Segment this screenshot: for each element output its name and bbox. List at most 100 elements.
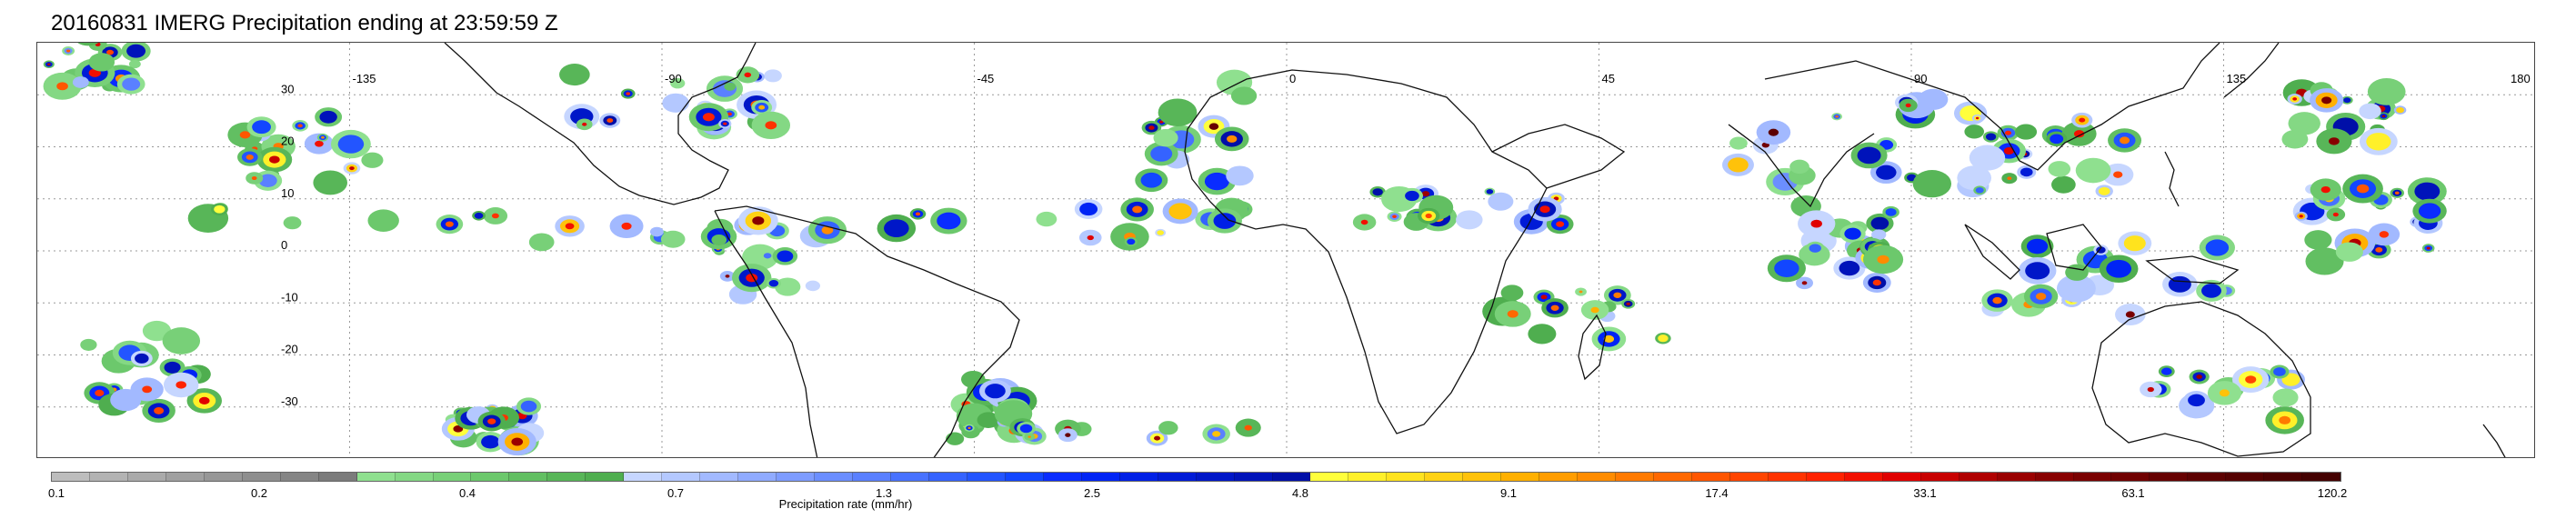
- precip-blob: [725, 274, 730, 278]
- colorbar-tick-label: 0.1: [47, 486, 65, 500]
- precip-blob: [367, 209, 399, 232]
- lat-label: -30: [281, 394, 298, 408]
- colorbar-segment: [2264, 473, 2303, 481]
- precip-blob: [2426, 246, 2431, 250]
- colorbar-segment: [738, 473, 777, 481]
- precip-blob: [2007, 176, 2012, 180]
- precip-blob: [1774, 259, 1799, 278]
- colorbar-segment: [815, 473, 854, 481]
- lon-label: -90: [665, 72, 682, 85]
- precip-blob: [2245, 375, 2257, 384]
- lat-label: 20: [281, 135, 294, 148]
- colorbar-segment: [1806, 473, 1845, 481]
- precip-blob: [2414, 182, 2441, 201]
- colorbar-tick-label: 4.8: [1291, 486, 1309, 500]
- coast-africa: [1184, 69, 1548, 434]
- precip-blob: [1871, 229, 1887, 240]
- precip-blob: [319, 110, 337, 124]
- precip-blob: [649, 226, 664, 237]
- precip-blob: [1087, 235, 1094, 241]
- precip-blob: [106, 49, 115, 55]
- precip-blob: [337, 135, 365, 154]
- precip-blob: [154, 406, 165, 414]
- lat-label: -20: [281, 343, 298, 356]
- colorbar-segment: [1616, 473, 1655, 481]
- precip-blob: [2051, 175, 2076, 194]
- precip-blob: [453, 424, 464, 433]
- precip-blob: [727, 112, 732, 116]
- precip-blob: [1528, 324, 1557, 344]
- precip-blob: [1729, 136, 1748, 150]
- precip-blob: [946, 432, 965, 445]
- precip-blob: [1975, 116, 1980, 120]
- precip-blob: [2272, 388, 2299, 407]
- precip-blob: [2292, 97, 2298, 101]
- precip-blob: [2125, 311, 2135, 318]
- coast-philippines: [2164, 151, 2180, 207]
- precip-blob: [1789, 159, 1809, 175]
- coast-south-america: [714, 205, 1020, 457]
- precip-blob: [1486, 189, 1494, 195]
- precip-blob: [1985, 133, 1997, 141]
- precip-blob: [1456, 210, 1483, 230]
- colorbar-label: Precipitation rate (mm/hr): [778, 497, 913, 511]
- precip-blob: [977, 412, 1000, 428]
- colorbar-segment: [1463, 473, 1502, 481]
- precip-blob: [1168, 203, 1192, 220]
- precip-blob: [2356, 184, 2370, 194]
- lon-label: 180: [2511, 72, 2531, 85]
- coastlines: [444, 43, 2506, 457]
- colorbar-tick-label: 17.4: [1705, 486, 1729, 500]
- precip-blob: [297, 124, 303, 128]
- precip-blob: [2321, 96, 2332, 105]
- precip-blob: [1488, 192, 1514, 211]
- precip-blob: [1226, 165, 1254, 186]
- precip-blob: [660, 230, 686, 248]
- colorbar-segment: [624, 473, 663, 481]
- colorbar-tick-label: 0.4: [458, 486, 476, 500]
- precip-blob: [2098, 186, 2110, 195]
- colorbar-segment: [127, 473, 166, 481]
- precip-blob: [110, 388, 142, 412]
- precip-blob: [1801, 281, 1808, 285]
- precip-blob: [2367, 78, 2406, 105]
- precip-blob: [2394, 191, 2400, 195]
- precip-blob: [269, 155, 280, 164]
- precip-blob: [1208, 123, 1219, 130]
- precip-blob: [768, 280, 779, 287]
- precip-blob: [1405, 190, 1419, 202]
- precip-blob: [2123, 235, 2146, 252]
- precip-blob: [1065, 433, 1071, 437]
- precip-blob: [1579, 290, 1583, 294]
- precip-blob: [2075, 157, 2111, 184]
- colorbar-segment: [2188, 473, 2227, 481]
- colorbar-segment: [280, 473, 319, 481]
- lat-label: 10: [281, 186, 294, 200]
- precip-blob: [1885, 208, 1897, 216]
- colorbar-segment: [777, 473, 816, 481]
- precip-blob: [1603, 334, 1615, 343]
- colorbar-segment: [928, 473, 967, 481]
- precip-blob: [1540, 294, 1548, 300]
- precip-blob: [744, 72, 752, 78]
- precip-blob: [805, 280, 821, 292]
- precip-blob: [361, 152, 384, 168]
- colorbar-segment: [1578, 473, 1617, 481]
- colorbar-segment: [1196, 473, 1235, 481]
- precip-blob: [2048, 161, 2071, 177]
- precip-blob: [752, 216, 765, 225]
- colorbar-segment: [700, 473, 739, 481]
- precip-blob: [702, 113, 715, 122]
- precip-blob: [1809, 244, 1821, 253]
- colorbar-segment: [890, 473, 929, 481]
- axis-labels: 30 20 10 0 -10 -20 -30 -135 -90 -45 0 45 90 135 180: [281, 72, 2531, 408]
- precip-blob: [1626, 302, 1630, 305]
- precip-blob: [1870, 216, 1889, 230]
- precip-blob: [1204, 172, 1229, 191]
- precip-blob: [66, 49, 71, 53]
- precip-blob: [1230, 86, 1258, 105]
- precip-blob: [1810, 219, 1822, 228]
- precip-blob: [2329, 137, 2340, 145]
- colorbar-segment: [1882, 473, 1921, 481]
- precip-blob: [1150, 145, 1173, 162]
